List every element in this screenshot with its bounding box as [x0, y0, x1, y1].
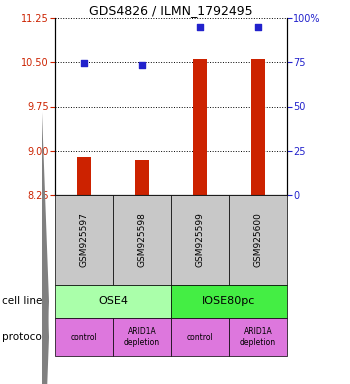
Bar	[77, 157, 91, 195]
Title: GDS4826 / ILMN_1792495: GDS4826 / ILMN_1792495	[89, 4, 253, 17]
Point	[255, 24, 261, 30]
Text: ARID1A
depletion: ARID1A depletion	[240, 327, 276, 347]
Bar	[135, 160, 149, 195]
Text: GSM925598: GSM925598	[138, 213, 147, 267]
Text: GSM925600: GSM925600	[253, 213, 262, 267]
Point	[81, 60, 87, 66]
Bar	[193, 59, 207, 195]
Bar	[251, 59, 265, 195]
Text: protocol: protocol	[2, 332, 45, 342]
Text: OSE4: OSE4	[98, 296, 128, 306]
Text: GSM925599: GSM925599	[196, 213, 204, 267]
Point	[197, 24, 203, 30]
Text: ARID1A
depletion: ARID1A depletion	[124, 327, 160, 347]
Text: IOSE80pc: IOSE80pc	[202, 296, 256, 306]
Text: control: control	[187, 333, 214, 341]
Point	[139, 61, 145, 68]
Text: GSM925597: GSM925597	[79, 213, 89, 267]
Text: cell line: cell line	[2, 296, 42, 306]
Text: control: control	[71, 333, 97, 341]
